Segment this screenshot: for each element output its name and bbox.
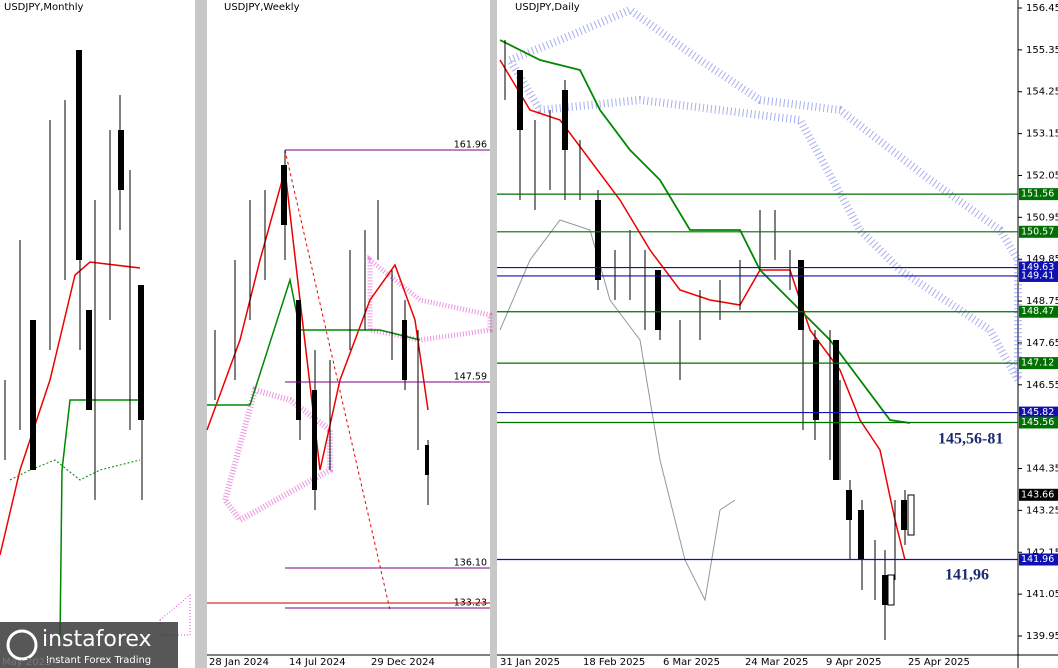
- time-label: May 2023: [2, 657, 51, 668]
- kijun-line: [59, 399, 140, 641]
- time-label: 9 Apr 2025: [826, 657, 881, 668]
- price-label: 154.25: [1026, 87, 1058, 98]
- price-label: 156.45: [1026, 3, 1058, 14]
- senkou-line: [9, 459, 141, 481]
- price-label: 153.15: [1026, 129, 1058, 140]
- price-label: 155.35: [1026, 45, 1058, 56]
- level-label: 145.82: [1021, 407, 1054, 418]
- annotation: 141,96: [945, 567, 989, 584]
- annotation: 145,56-81: [938, 431, 1003, 448]
- level-label: 148.47: [1021, 306, 1054, 317]
- panel-title: USDJPY,Monthly: [4, 2, 84, 13]
- price-label: 142.15: [1026, 547, 1058, 558]
- level-label: 150.57: [1021, 226, 1054, 237]
- kijun-line: [499, 39, 911, 424]
- tenkan-line: [206, 169, 429, 471]
- price-label: 139.95: [1026, 631, 1058, 642]
- price-label: 150.95: [1026, 212, 1058, 223]
- price-label: 143.25: [1026, 505, 1058, 516]
- level-label: 149.41: [1021, 270, 1054, 281]
- trend-line: [284, 149, 391, 611]
- cloud: [367, 254, 493, 343]
- candles: [30, 50, 144, 470]
- panel-title: USDJPY,Daily: [515, 2, 580, 13]
- fib-label: 147.59: [454, 372, 487, 383]
- level-tag: [1019, 357, 1058, 370]
- price-label: 146.55: [1026, 380, 1058, 391]
- logo-tagline: Instant Forex Trading: [46, 655, 151, 666]
- price-label: 148.75: [1026, 296, 1058, 307]
- level-label: 149.63: [1021, 262, 1054, 273]
- splitter: [195, 0, 207, 668]
- level-tag: [1019, 269, 1058, 282]
- level-label: 141.96: [1021, 554, 1054, 565]
- logo-icon: [6, 629, 38, 661]
- panel-title: USDJPY,Weekly: [224, 2, 300, 13]
- time-label: 24 Mar 2025: [745, 657, 808, 668]
- level-tag: [1019, 188, 1058, 201]
- level-tag: [1019, 305, 1058, 318]
- logo-box: [0, 622, 178, 668]
- level-tag: [1019, 488, 1058, 501]
- time-label: 31 Jan 2025: [500, 657, 560, 668]
- time-label: 14 Jul 2024: [289, 657, 346, 668]
- chikou-line: [499, 219, 736, 602]
- level-tag: [1019, 406, 1058, 419]
- fib-label: 161.96: [454, 140, 487, 151]
- candles: [887, 494, 915, 606]
- level-tag: [1019, 416, 1058, 429]
- time-label: 25 Apr 2025: [908, 657, 970, 668]
- price-label: 152.05: [1026, 170, 1058, 181]
- price-label: 141.05: [1026, 589, 1058, 600]
- logo-name: instaforex: [42, 627, 152, 652]
- time-label: 29 Dec 2024: [371, 657, 435, 668]
- time-label: 18 Feb 2025: [583, 657, 645, 668]
- fib-label: 136.10: [454, 558, 487, 569]
- price-label: 147.65: [1026, 338, 1058, 349]
- time-label: 28 Jan 2024: [209, 657, 269, 668]
- tenkan-line: [0, 261, 141, 556]
- level-label: 147.12: [1021, 358, 1054, 369]
- splitter: [490, 0, 497, 668]
- level-label: 151.56: [1021, 189, 1054, 200]
- level-label: 143.66: [1021, 489, 1054, 500]
- price-label: 149.85: [1026, 254, 1058, 265]
- level-tag: [1019, 225, 1058, 238]
- price-label: 144.35: [1026, 464, 1058, 475]
- level-label: 145.56: [1021, 417, 1054, 428]
- time-label: 6 Mar 2025: [663, 657, 720, 668]
- level-tag: [1019, 553, 1058, 566]
